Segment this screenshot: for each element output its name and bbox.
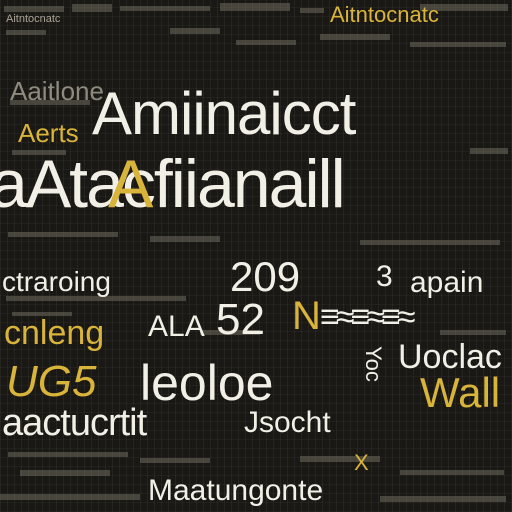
text-aactucrtit: aactucrtit — [2, 402, 147, 444]
text-cnleng: cnleng — [4, 314, 105, 352]
text-uoclac: Uoclac — [398, 338, 502, 376]
text-leoloe: leoloe — [140, 355, 274, 411]
text-ctraroing: ctraroing — [2, 266, 111, 297]
text-strike-glyphs: ≡≈≡≈≡≈ — [320, 298, 415, 336]
text-aerts: Aerts — [18, 118, 79, 148]
text-vertical-yoc: Yoc — [361, 346, 386, 382]
text-3: 3 — [376, 260, 393, 293]
text-ala: ALA — [148, 310, 205, 343]
text-ug5: UG5 — [6, 357, 97, 406]
text-n: N — [292, 294, 321, 338]
text-aaitlone: Aaitlone — [10, 76, 104, 106]
top-right-text: Aitntocnatc — [330, 2, 439, 27]
noise-text-1: Aitntocnatc — [6, 13, 61, 25]
headline-accent-a: A — [108, 146, 153, 222]
text-x: X — [354, 450, 369, 475]
text-209: 209 — [230, 253, 301, 300]
text-wall: Wall — [420, 369, 501, 416]
text-apain: apain — [410, 266, 484, 299]
text-jsocht: Jsocht — [244, 406, 331, 439]
text-maatungonte: Maatungonte — [148, 474, 324, 507]
headline-aatacfiianaill: aAtacfiianaill — [0, 146, 346, 222]
headline-amiinaicct: Amiinaicct — [92, 80, 356, 147]
text-52: 52 — [216, 295, 265, 344]
